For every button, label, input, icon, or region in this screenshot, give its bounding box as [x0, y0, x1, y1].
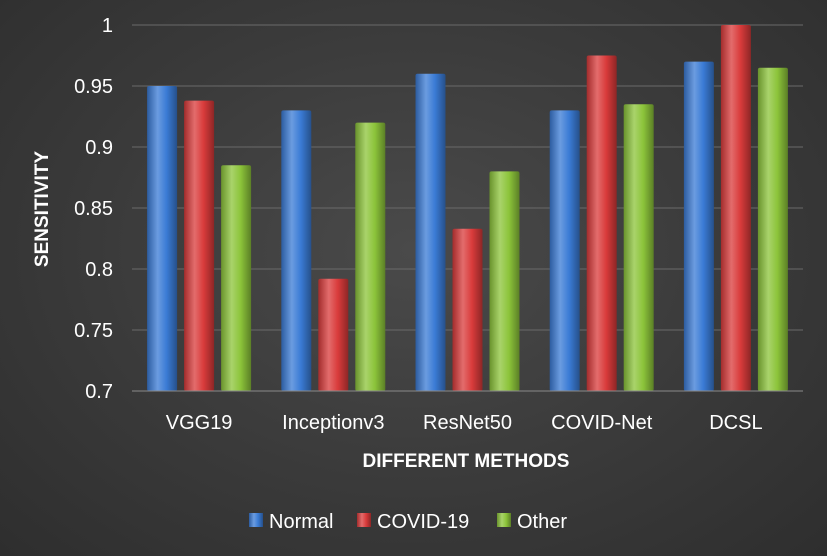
bar-covid-19-dcsl — [720, 25, 751, 391]
legend: Normal COVID-19 Other — [249, 511, 567, 533]
y-tick-label: 0.85 — [74, 198, 113, 220]
x-axis-title: DIFFERENT METHODS — [363, 451, 570, 472]
bar-covid-19-covid-net — [586, 55, 617, 391]
y-tick-label: 0.8 — [85, 259, 113, 281]
bar-covid-19-vgg19 — [184, 100, 215, 391]
axes: 0.7 0.75 0.8 0.85 0.9 0.95 1 VGG19 Inceptionv3 Re… — [74, 15, 803, 434]
bar-covid-19-inceptionv3 — [318, 278, 349, 391]
legend-item-normal: Normal — [249, 511, 333, 533]
y-tick-label: 0.75 — [74, 320, 113, 342]
bar-covid-19-resnet50 — [452, 228, 483, 391]
legend-swatch — [249, 513, 263, 527]
y-tick-label: 0.9 — [85, 137, 113, 159]
x-tick-label: COVID-Net — [551, 412, 653, 434]
y-tick-label: 0.7 — [85, 381, 113, 403]
legend-item-other: Other — [497, 511, 567, 533]
bar-other-dcsl — [757, 67, 788, 391]
bar-other-vgg19 — [221, 165, 252, 391]
bar-normal-resnet50 — [415, 73, 446, 392]
bar-other-inceptionv3 — [355, 122, 386, 391]
x-tick-label: DCSL — [709, 412, 762, 434]
x-tick-label: Inceptionv3 — [282, 412, 384, 434]
y-tick-label: 0.95 — [74, 76, 113, 98]
bar-other-resnet50 — [489, 171, 520, 391]
legend-swatch — [497, 513, 511, 527]
legend-item-covid-19: COVID-19 — [357, 511, 469, 533]
legend-label: Other — [517, 511, 567, 533]
y-axis-title: SENSITIVITY — [32, 151, 53, 267]
bar-normal-dcsl — [683, 61, 714, 391]
x-tick-label: ResNet50 — [423, 412, 512, 434]
bar-normal-inceptionv3 — [281, 110, 312, 392]
y-tick-label: 1 — [102, 15, 113, 37]
legend-swatch — [357, 513, 371, 527]
x-tick-label: VGG19 — [166, 412, 233, 434]
bar-other-covid-net — [623, 104, 654, 392]
bar-normal-vgg19 — [147, 86, 178, 391]
bars — [147, 25, 788, 392]
legend-label: COVID-19 — [377, 511, 469, 533]
bar-normal-covid-net — [549, 110, 580, 392]
legend-label: Normal — [269, 511, 333, 533]
